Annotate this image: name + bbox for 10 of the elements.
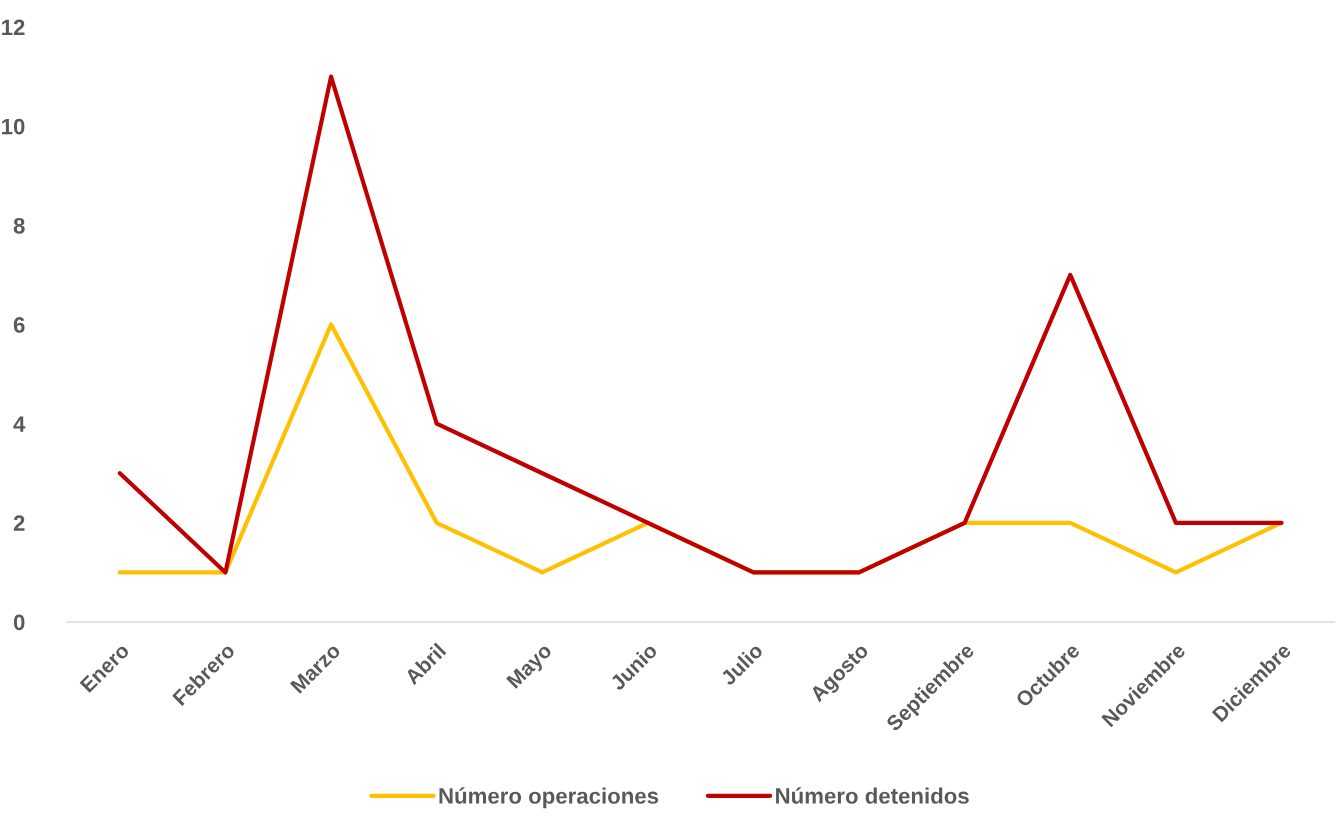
y-tick-label: 12 [2, 19, 25, 36]
legend-label: Número operaciones [439, 787, 659, 809]
legend-label: Número detenidos [776, 787, 969, 804]
y-tick-label: 8 [13, 217, 25, 234]
y-tick-label: 10 [2, 118, 25, 135]
y-tick-label: 0 [13, 614, 25, 631]
y-tick-label: 4 [13, 416, 26, 432]
y-tick-label: 2 [13, 515, 25, 531]
y-tick-label: 6 [13, 317, 25, 333]
line-series [117, 74, 1284, 575]
